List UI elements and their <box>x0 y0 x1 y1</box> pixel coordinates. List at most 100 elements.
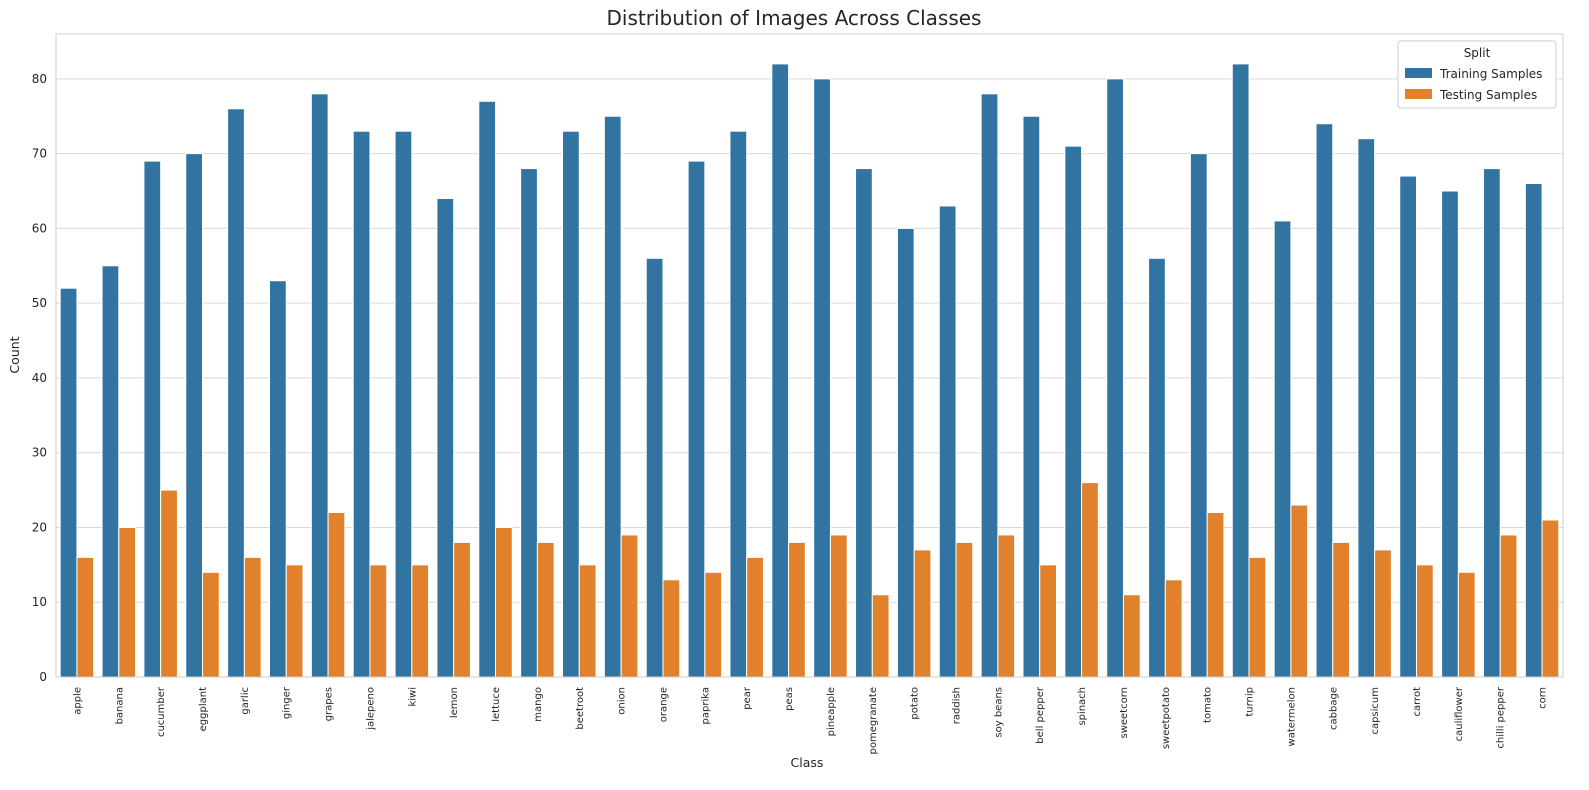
legend-title: Split <box>1464 46 1491 60</box>
bar-testing <box>746 556 764 678</box>
x-tick-label: mango <box>533 687 544 722</box>
x-tick-label: jalepeno <box>365 687 376 731</box>
bar-training <box>227 108 245 678</box>
bar-training <box>520 168 538 678</box>
y-tick-label: 10 <box>32 595 47 609</box>
legend-swatch-training <box>1405 68 1432 78</box>
x-tick-label: watermelon <box>1286 687 1297 746</box>
bar-testing <box>955 541 974 678</box>
legend: Split Training Samples Testing Samples <box>1397 40 1557 109</box>
bar-testing <box>1499 534 1518 678</box>
x-tick-label: lettuce <box>491 687 502 722</box>
x-tick-label: pomegranate <box>868 687 879 755</box>
chart-title: Distribution of Images Across Classes <box>607 6 982 30</box>
x-tick-label: carrot <box>1412 687 1423 717</box>
x-tick-label: cabbage <box>1328 687 1339 730</box>
y-ticks: 0 10 20 30 40 50 60 70 80 <box>32 72 47 684</box>
bar-training <box>562 130 580 678</box>
bar-training <box>938 205 957 678</box>
x-tick-label: grapes <box>324 687 335 721</box>
x-tick-label: pear <box>742 686 753 710</box>
bar-testing <box>662 579 681 678</box>
bar-testing <box>578 564 597 678</box>
y-tick-label: 60 <box>32 221 47 235</box>
bar-training <box>687 160 706 678</box>
bar-testing <box>913 549 932 678</box>
bar-training <box>1399 175 1417 678</box>
bar-training <box>1273 220 1292 678</box>
bar-training <box>1148 257 1166 678</box>
bar-testing <box>495 526 513 678</box>
bar-testing <box>620 534 639 678</box>
bar-training <box>771 63 790 678</box>
legend-label-testing: Testing Samples <box>1439 88 1537 102</box>
bar-training <box>1315 123 1334 678</box>
bar-training <box>855 168 873 678</box>
x-tick-label: sweetpotato <box>1161 687 1172 749</box>
x-tick-label: lemon <box>449 687 460 718</box>
bar-training <box>436 197 455 678</box>
bar-training <box>896 227 915 678</box>
y-tick-label: 70 <box>32 147 47 161</box>
x-tick-label: raddish <box>952 687 963 724</box>
x-tick-label: onion <box>617 687 628 715</box>
bar-training <box>352 130 371 678</box>
y-tick-label: 50 <box>32 296 47 310</box>
bar-testing <box>1332 541 1351 678</box>
legend-swatch-testing <box>1405 89 1432 99</box>
bar-testing <box>997 534 1016 678</box>
legend-label-training: Training Samples <box>1439 67 1542 81</box>
bar-training <box>1189 153 1208 678</box>
y-tick-label: 40 <box>32 371 47 385</box>
bar-training <box>1064 145 1083 678</box>
bar-testing <box>829 534 848 678</box>
bar-training <box>1231 63 1250 678</box>
x-tick-label: orange <box>658 687 669 722</box>
y-tick-label: 20 <box>32 520 47 534</box>
bar-training <box>1441 190 1459 678</box>
bar-testing <box>1541 519 1560 678</box>
bar-training <box>1524 183 1543 678</box>
bar-testing <box>1374 549 1392 678</box>
bar-testing <box>411 564 430 678</box>
bar-testing <box>871 594 890 678</box>
bar-testing <box>327 512 346 678</box>
x-tick-label: capsicum <box>1370 687 1381 735</box>
y-tick-label: 0 <box>39 670 47 684</box>
bar-training <box>1357 138 1376 678</box>
x-tick-label: cauliflower <box>1454 686 1465 741</box>
bar-training <box>980 93 999 678</box>
x-tick-label: potato <box>910 687 921 720</box>
x-tick-label: ginger <box>282 686 293 719</box>
bar-training <box>813 78 831 678</box>
x-ticks: apple banana cucumber eggplant garlic ginger g… <box>72 686 1548 754</box>
bar-training <box>1482 168 1501 678</box>
gridlines <box>56 78 1563 678</box>
bar-testing <box>1290 504 1309 678</box>
bar-testing <box>160 489 178 678</box>
x-tick-label: beetroot <box>575 687 586 730</box>
bar-training <box>1022 115 1041 678</box>
bar-testing <box>1415 564 1434 678</box>
bar-training <box>185 153 204 678</box>
x-tick-label: peas <box>784 687 795 711</box>
x-tick-label: kiwi <box>407 687 418 707</box>
x-tick-label: pineapple <box>826 687 837 736</box>
bar-training <box>59 287 78 678</box>
bar-testing <box>1248 556 1267 678</box>
bar-training <box>645 257 664 678</box>
bar-testing <box>1122 594 1141 678</box>
bar-testing <box>704 571 723 678</box>
bar-testing <box>202 571 220 678</box>
bars <box>59 63 1560 678</box>
bar-testing <box>369 564 388 678</box>
y-axis-label: Count <box>7 336 22 373</box>
bar-testing <box>1039 564 1057 678</box>
bar-testing <box>1081 482 1099 678</box>
x-tick-label: banana <box>114 687 125 724</box>
bar-testing <box>453 541 471 678</box>
bar-testing <box>1457 571 1476 678</box>
x-tick-label: soy beans <box>993 687 1004 738</box>
x-tick-label: garlic <box>240 687 251 715</box>
